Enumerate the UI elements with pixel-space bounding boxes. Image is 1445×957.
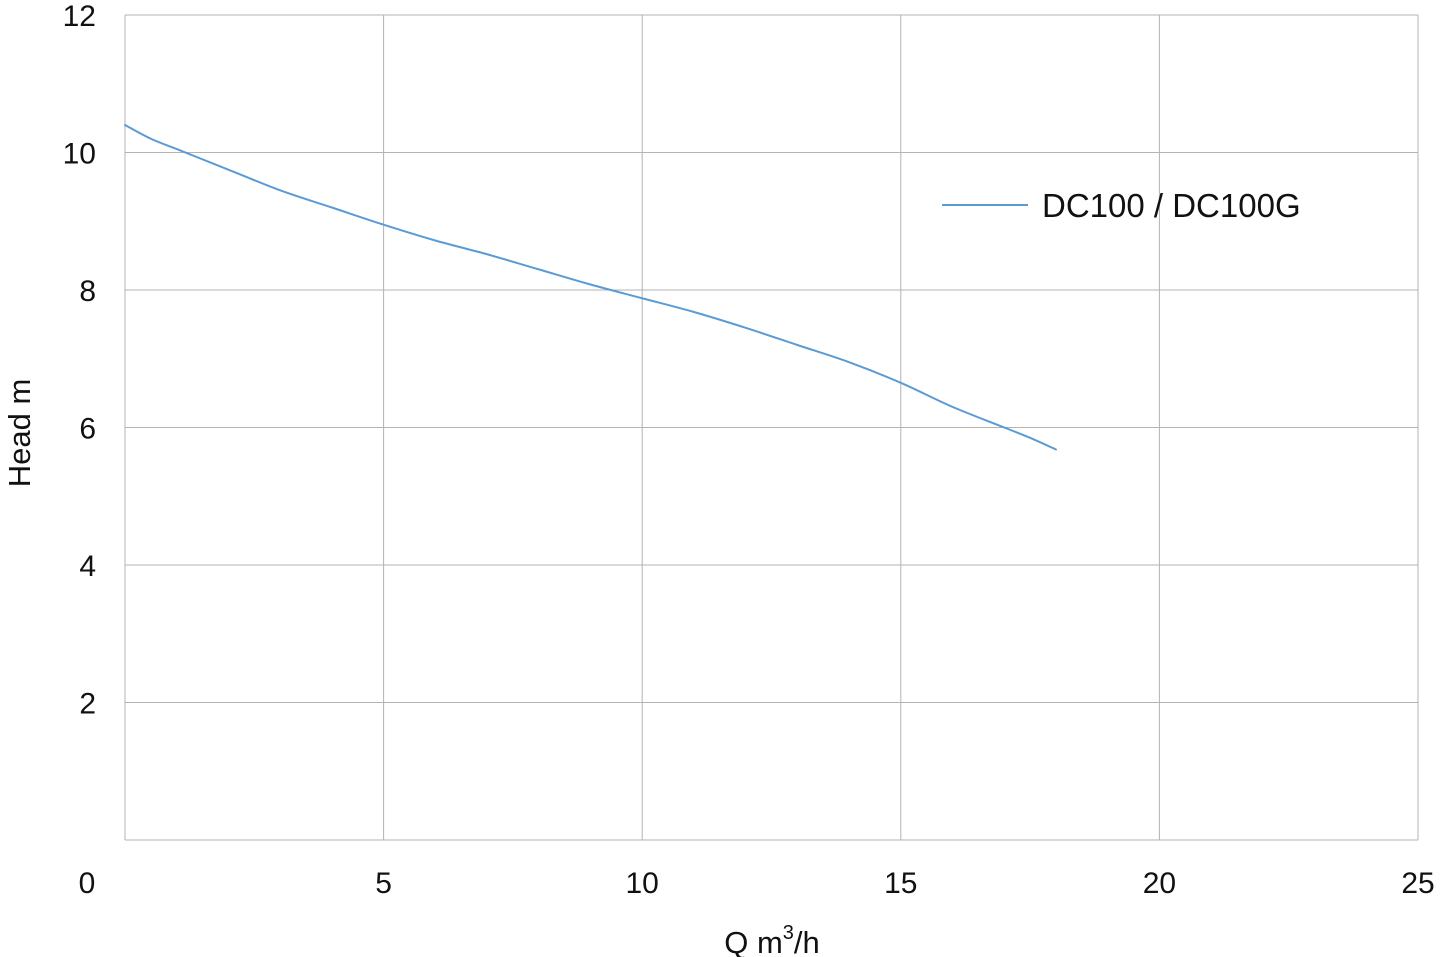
series-layer	[124, 124, 1057, 451]
y-tick-label-0: 2	[79, 688, 96, 721]
x-tick-label-4: 20	[1143, 867, 1176, 900]
x-axis-title-superscript: 3	[783, 922, 794, 944]
chart-grid	[124, 14, 1419, 841]
x-tick-label-0: 0	[79, 867, 96, 900]
x-axis-title-main: Q m	[724, 925, 783, 957]
x-axis-title-suffix: /h	[794, 925, 820, 957]
x-tick-label-3: 15	[884, 867, 917, 900]
legend-label-0: DC100 / DC100G	[1042, 187, 1301, 224]
y-axis-title: Head m	[2, 379, 37, 488]
y-tick-label-3: 8	[79, 275, 96, 308]
x-tick-label-2: 10	[626, 867, 659, 900]
tick-labels: 0 5 10 15 20 25 2 4 6 8 10 12	[63, 0, 1435, 900]
y-tick-label-1: 4	[79, 550, 96, 583]
x-tick-label-5: 25	[1401, 867, 1434, 900]
chart-legend: DC100 / DC100G	[942, 187, 1301, 224]
y-tick-label-5: 12	[63, 0, 96, 33]
y-tick-label-4: 10	[63, 138, 96, 171]
series-line-0	[124, 124, 1057, 451]
y-tick-label-2: 6	[79, 413, 96, 446]
x-tick-label-1: 5	[375, 867, 392, 900]
x-axis-title: Q m3/h	[724, 922, 820, 957]
